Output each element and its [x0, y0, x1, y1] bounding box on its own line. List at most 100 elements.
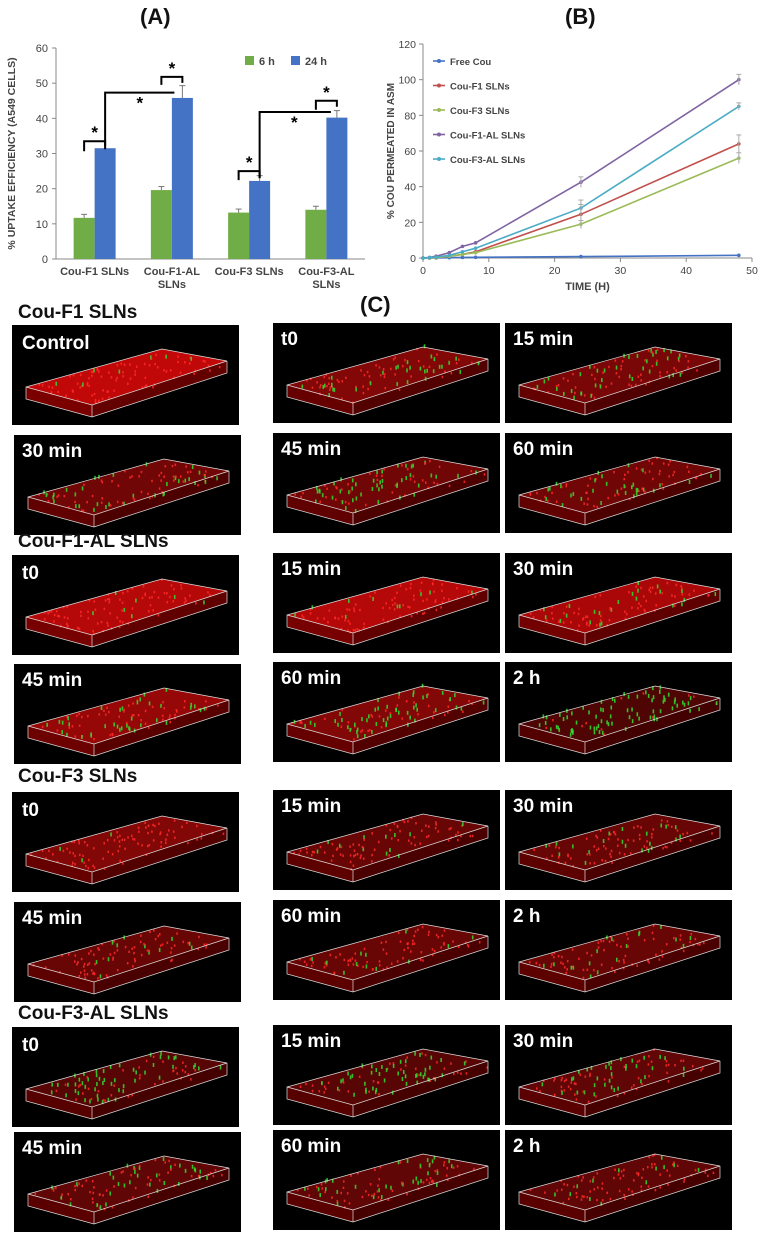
speckle: [370, 713, 372, 717]
speckle: [47, 612, 49, 615]
speckle: [646, 840, 648, 843]
speckle: [392, 1063, 395, 1068]
speckle: [370, 860, 373, 863]
speckle: [324, 1187, 327, 1192]
data-point: [447, 253, 452, 258]
speckle: [163, 369, 165, 372]
speckle: [75, 1098, 77, 1101]
speckle: [206, 1176, 208, 1181]
speckle: [627, 463, 630, 468]
speckle: [135, 598, 137, 603]
microscopy-tile: Control: [12, 325, 239, 425]
speckle: [380, 725, 383, 729]
speckle: [586, 503, 589, 506]
speckle: [123, 1183, 126, 1188]
speckle: [614, 359, 617, 362]
speckle: [122, 371, 124, 374]
speckle: [133, 498, 136, 501]
speckle: [148, 701, 151, 706]
speckle: [602, 939, 605, 943]
speckle: [162, 1080, 164, 1083]
microscopy-tile: 45 min: [273, 433, 500, 533]
speckle: [340, 627, 343, 631]
speckle: [89, 1190, 91, 1194]
speckle: [396, 591, 398, 595]
speckle: [100, 620, 103, 624]
speckle: [544, 495, 546, 499]
speckle: [596, 970, 599, 975]
speckle: [158, 1173, 161, 1176]
slab-side: [94, 1168, 229, 1224]
speckle: [131, 614, 133, 619]
speckle: [216, 476, 218, 481]
speckle: [374, 591, 376, 594]
speckle: [87, 1087, 90, 1091]
speckle: [328, 388, 331, 391]
speckle: [707, 594, 709, 597]
speckle: [51, 386, 54, 389]
speckle: [323, 617, 325, 620]
speckle: [535, 961, 538, 965]
speckle: [597, 941, 600, 944]
speckle: [116, 943, 119, 948]
speckle: [645, 599, 647, 603]
speckle: [644, 359, 646, 362]
speckle: [593, 1083, 596, 1088]
speckle: [300, 721, 303, 725]
speckle: [121, 609, 123, 612]
speckle: [431, 1159, 434, 1164]
speckle: [575, 1082, 577, 1086]
speckle: [583, 1090, 586, 1095]
tile-label: 30 min: [22, 441, 83, 462]
speckle: [173, 819, 176, 822]
speckle: [91, 1197, 94, 1200]
speckle: [653, 1153, 656, 1156]
speckle: [45, 493, 48, 498]
bracket-f3al: [314, 99, 338, 110]
speckle: [204, 479, 207, 484]
speckle: [90, 969, 93, 972]
speckle: [644, 1075, 646, 1080]
speckle: [190, 1078, 192, 1081]
speckle: [86, 381, 89, 385]
speckle: [555, 481, 558, 486]
speckle: [74, 492, 77, 497]
speckle: [391, 1189, 394, 1192]
speckle: [155, 1173, 158, 1178]
speckle: [637, 375, 640, 378]
speckle: [113, 389, 115, 392]
speckle: [130, 1173, 132, 1177]
speckle: [538, 963, 541, 967]
speckle: [645, 383, 647, 386]
speckle: [205, 943, 208, 946]
speckle: [92, 611, 94, 616]
speckle: [470, 469, 473, 473]
speckle: [118, 840, 121, 843]
speckle: [548, 844, 551, 847]
speckle: [341, 500, 344, 505]
speckle: [156, 366, 159, 369]
significance-star: *: [136, 94, 143, 113]
speckle: [60, 1195, 63, 1200]
speckle: [420, 1179, 422, 1184]
speckle: [169, 720, 172, 724]
speckle: [68, 726, 71, 729]
speckle: [101, 497, 104, 500]
speckle: [188, 941, 191, 946]
speckle: [586, 621, 588, 624]
speckle: [352, 628, 355, 632]
speckle: [197, 947, 200, 951]
speckle: [561, 1076, 563, 1080]
legend-label: Cou-F3 SLNs: [450, 106, 510, 117]
speckle: [448, 598, 450, 601]
speckle: [107, 850, 110, 854]
speckle: [396, 704, 399, 707]
speckle: [183, 601, 186, 604]
speckle: [105, 1189, 108, 1192]
slab-outline: [286, 1048, 489, 1118]
speckle: [653, 714, 656, 719]
speckle: [635, 487, 638, 492]
speckle: [291, 722, 293, 725]
speckle: [616, 844, 619, 847]
speckle: [683, 1178, 686, 1181]
